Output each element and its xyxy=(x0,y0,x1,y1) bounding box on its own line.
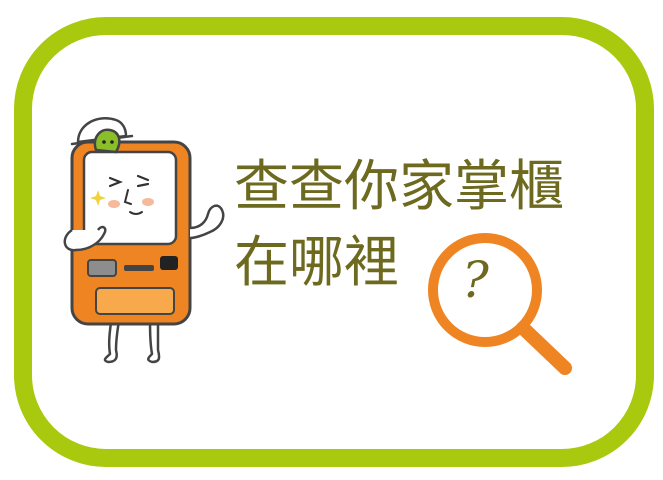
atm-mascot-icon xyxy=(63,117,225,364)
headline-line-1: 查查你家掌櫃 xyxy=(234,154,565,218)
question-mark: ? xyxy=(462,251,489,309)
magnifying-glass-icon xyxy=(428,233,572,375)
headline: 查查你家掌櫃 在哪裡 xyxy=(234,148,564,300)
headline-line-2: 在哪裡 xyxy=(234,230,400,294)
